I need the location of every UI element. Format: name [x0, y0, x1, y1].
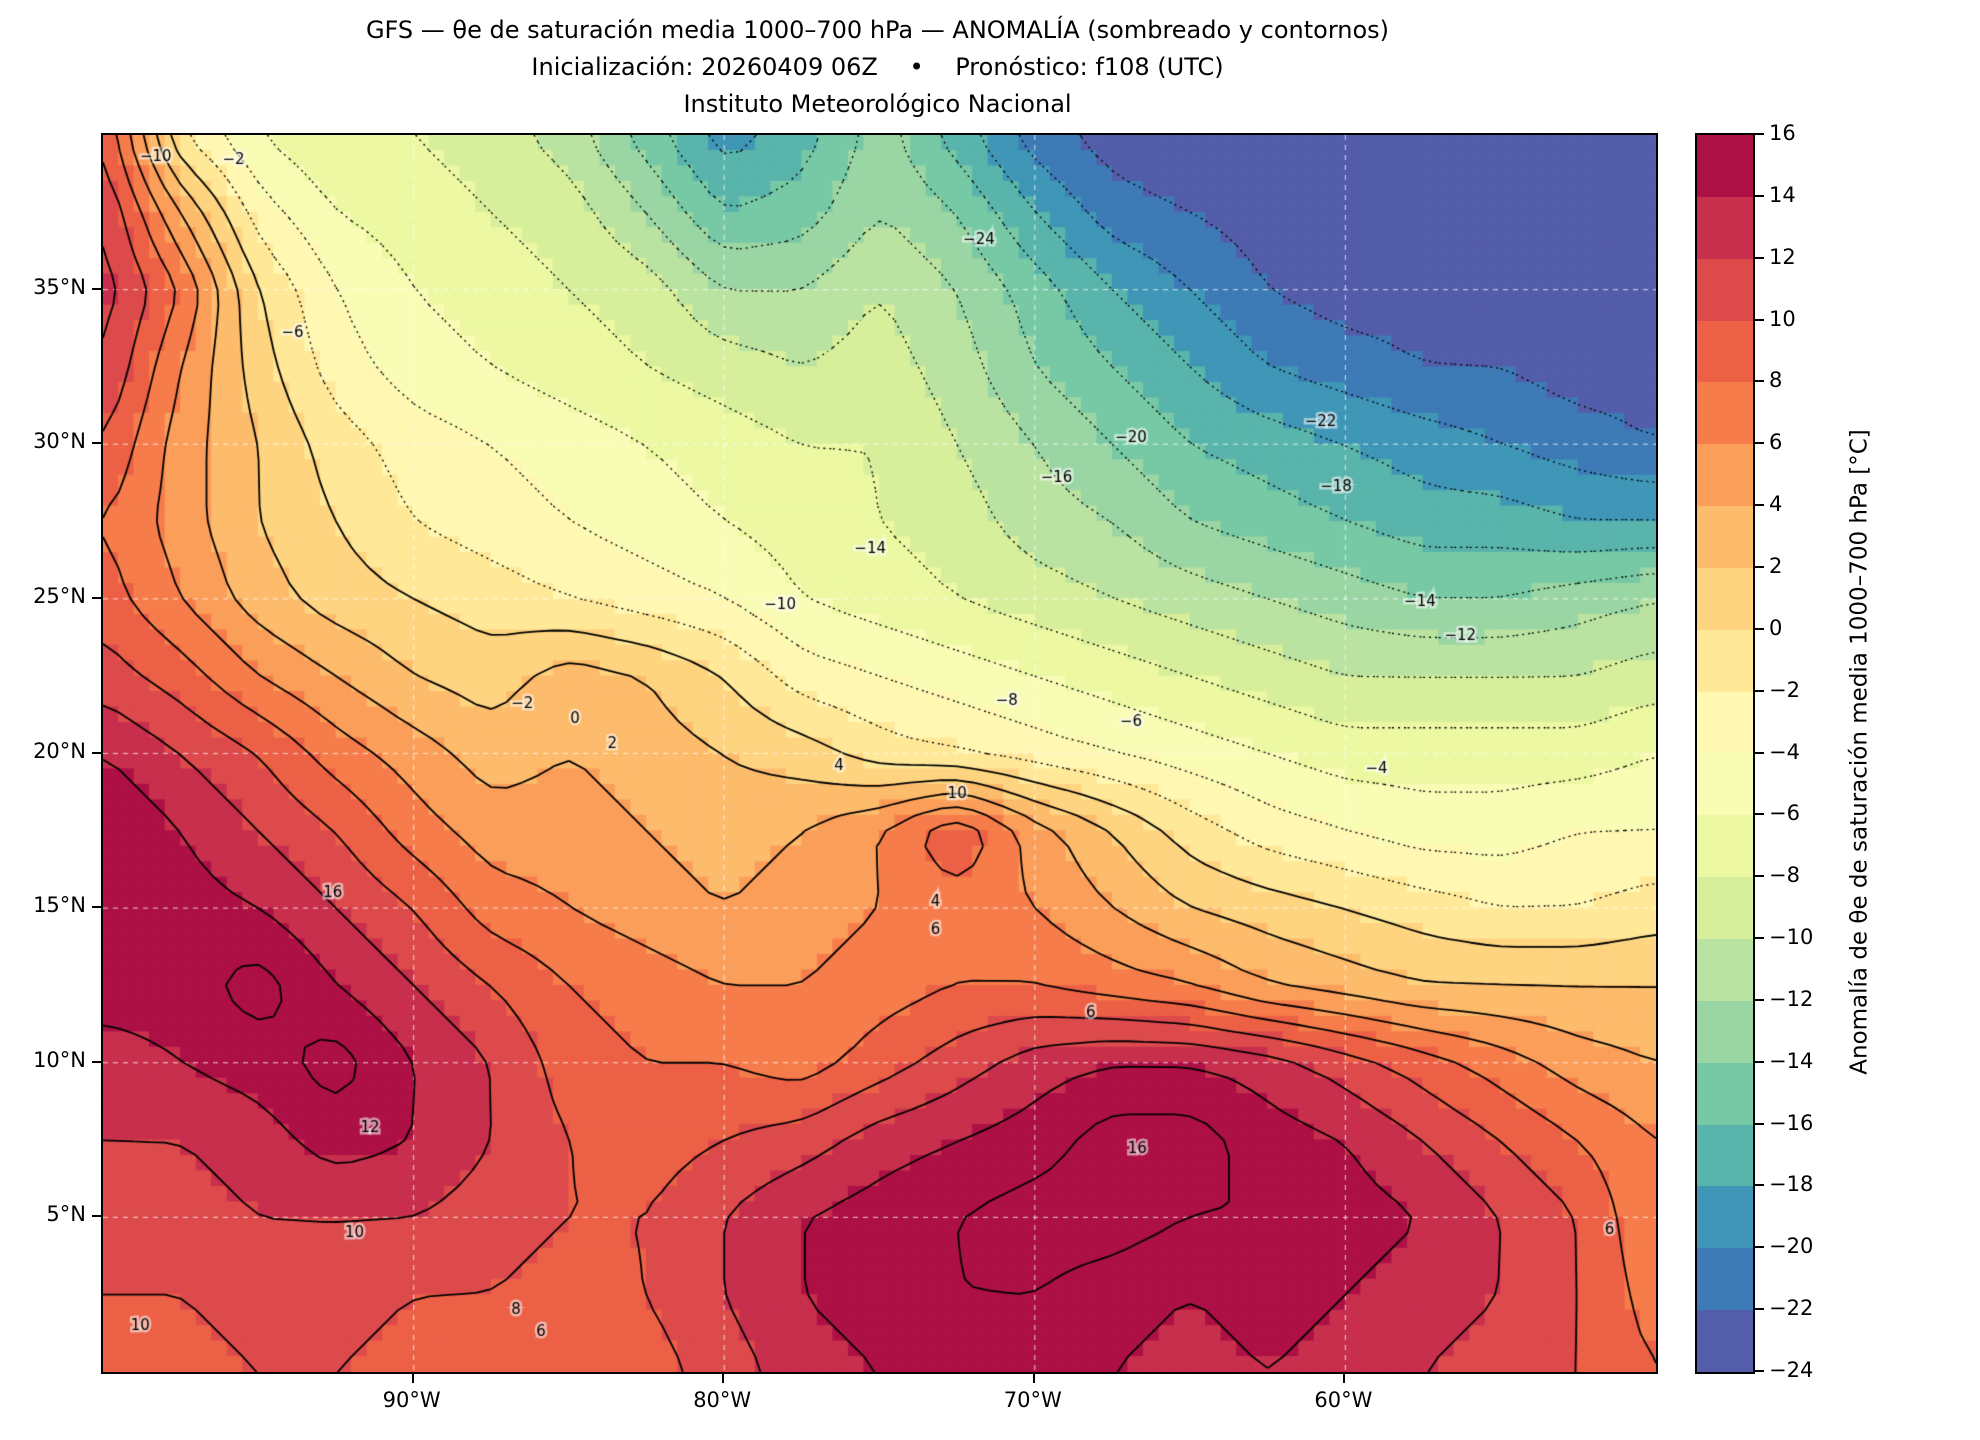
colorbar-segment [1697, 382, 1753, 445]
colorbar-tick-mark [1755, 194, 1764, 197]
colorbar-segment [1697, 1000, 1753, 1063]
chart-subtitle-init-forecast: Inicialización: 20260409 06Z • Pronóstic… [531, 53, 1224, 81]
x-tick-label: 70°W [1003, 1388, 1062, 1412]
colorbar-segment [1697, 258, 1753, 321]
contour-map-canvas [103, 135, 1656, 1372]
y-tick-label: 15°N [33, 893, 86, 918]
colorbar-tick-label: 8 [1769, 368, 1783, 393]
x-tick-label: 60°W [1314, 1388, 1373, 1412]
colorbar-tick-label: −22 [1769, 1296, 1814, 1321]
colorbar-tick-mark [1755, 627, 1764, 630]
colorbar-segment [1697, 444, 1753, 507]
colorbar-segment [1697, 753, 1753, 816]
chart-title: GFS — θe de saturación media 1000–700 hP… [365, 16, 1390, 44]
colorbar-tick-mark [1755, 1122, 1764, 1125]
colorbar-segment [1697, 1186, 1753, 1249]
colorbar-tick-mark [1755, 133, 1764, 135]
colorbar-segment [1697, 567, 1753, 630]
colorbar-tick-label: −14 [1769, 1048, 1814, 1073]
y-tick-mark [92, 1060, 101, 1063]
colorbar-tick-label: −20 [1769, 1234, 1814, 1259]
x-tick-mark [722, 1374, 725, 1383]
colorbar-tick-mark [1755, 442, 1764, 445]
colorbar-tick-mark [1755, 751, 1764, 754]
colorbar-tick-mark [1755, 813, 1764, 816]
colorbar-tick-mark [1755, 1060, 1764, 1063]
colorbar-tick-label: −10 [1769, 925, 1814, 950]
colorbar-tick-mark [1755, 689, 1764, 692]
colorbar-tick-mark [1755, 256, 1764, 259]
chart-subtitle-institute: Instituto Meteorológico Nacional [683, 90, 1072, 118]
y-tick-mark [92, 906, 101, 909]
colorbar-segment [1697, 938, 1753, 1001]
x-tick-mark [411, 1374, 414, 1383]
y-tick-mark [92, 1215, 101, 1218]
colorbar-tick-mark [1755, 318, 1764, 321]
colorbar-tick-label: −16 [1769, 1110, 1814, 1135]
colorbar-tick-label: −4 [1769, 739, 1800, 764]
x-tick-mark [1032, 1374, 1035, 1383]
colorbar-tick-label: −18 [1769, 1172, 1814, 1197]
colorbar-tick-mark [1755, 937, 1764, 940]
colorbar-segment [1697, 506, 1753, 568]
y-tick-mark [92, 442, 101, 445]
colorbar-segment [1697, 1310, 1753, 1372]
colorbar-label-wrap: Anomalía de θe de saturación media 1000–… [1838, 133, 1882, 1370]
y-tick-label: 35°N [33, 274, 86, 299]
colorbar [1695, 133, 1755, 1374]
colorbar-tick-mark [1755, 504, 1764, 507]
colorbar-tick-label: −2 [1769, 677, 1800, 702]
map-plot-area [101, 133, 1658, 1374]
x-tick-label: 90°W [382, 1388, 441, 1412]
colorbar-tick-label: −6 [1769, 801, 1800, 826]
colorbar-tick-label: 12 [1769, 244, 1796, 269]
colorbar-segment [1697, 877, 1753, 939]
colorbar-tick-label: −24 [1769, 1358, 1814, 1382]
colorbar-tick-label: 2 [1769, 553, 1783, 578]
y-tick-mark [92, 596, 101, 599]
colorbar-tick-mark [1755, 380, 1764, 383]
figure-titles: GFS — θe de saturación media 1000–700 hP… [101, 12, 1654, 123]
colorbar-tick-label: 10 [1769, 306, 1796, 331]
colorbar-segment [1697, 691, 1753, 754]
y-tick-label: 10°N [33, 1047, 86, 1072]
colorbar-segment [1697, 1248, 1753, 1311]
colorbar-segment [1697, 320, 1753, 383]
colorbar-segment [1697, 1062, 1753, 1125]
colorbar-tick-mark [1755, 1370, 1764, 1372]
colorbar-tick-label: 16 [1769, 121, 1796, 145]
colorbar-tick-mark [1755, 1308, 1764, 1311]
colorbar-tick-mark [1755, 1246, 1764, 1249]
colorbar-tick-mark [1755, 565, 1764, 568]
x-tick-mark [1343, 1374, 1346, 1383]
colorbar-segment [1697, 135, 1753, 197]
colorbar-segment [1697, 629, 1753, 692]
colorbar-tick-mark [1755, 998, 1764, 1001]
colorbar-segment [1697, 1124, 1753, 1187]
y-tick-mark [92, 287, 101, 290]
colorbar-tick-label: −12 [1769, 986, 1814, 1011]
y-tick-label: 25°N [33, 583, 86, 608]
y-tick-label: 20°N [33, 738, 86, 763]
colorbar-segment [1697, 815, 1753, 878]
colorbar-label: Anomalía de θe de saturación media 1000–… [1847, 428, 1873, 1075]
colorbar-tick-label: −8 [1769, 863, 1800, 888]
colorbar-tick-label: 0 [1769, 615, 1783, 640]
colorbar-tick-label: 14 [1769, 182, 1796, 207]
colorbar-tick-label: 6 [1769, 430, 1783, 455]
y-tick-mark [92, 751, 101, 754]
y-tick-label: 5°N [46, 1202, 86, 1227]
colorbar-tick-mark [1755, 1184, 1764, 1187]
colorbar-segment [1697, 196, 1753, 259]
colorbar-tick-label: 4 [1769, 492, 1783, 517]
y-tick-label: 30°N [33, 429, 86, 454]
colorbar-segments [1697, 135, 1753, 1372]
x-tick-label: 80°W [693, 1388, 752, 1412]
colorbar-tick-mark [1755, 875, 1764, 878]
